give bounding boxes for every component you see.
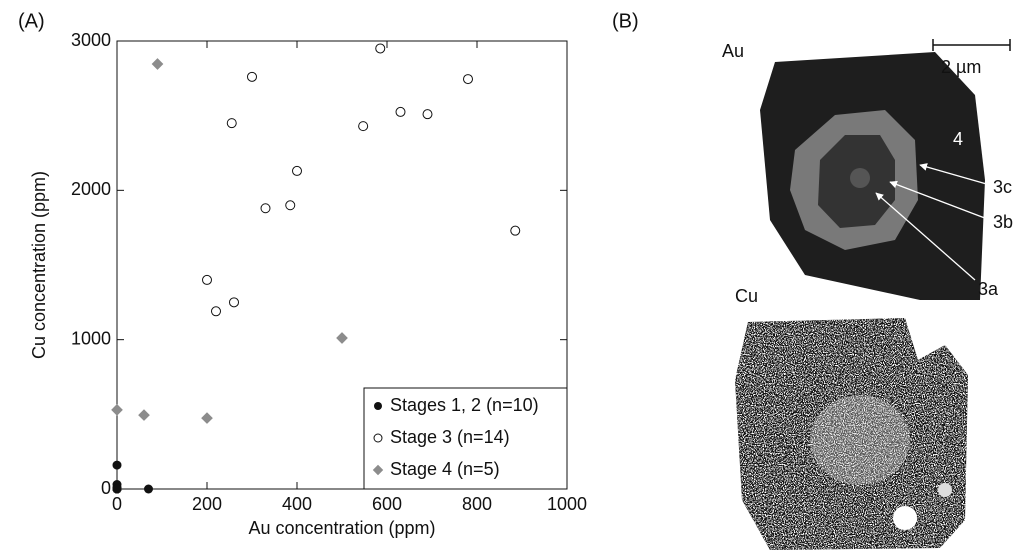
- legend-marker: [374, 402, 382, 410]
- point: [226, 118, 237, 129]
- point: [292, 165, 302, 176]
- x-axis-label: Au concentration (ppm): [248, 518, 435, 538]
- point: [144, 484, 153, 494]
- panel-label: (A): [18, 10, 45, 32]
- zone-label: 4: [953, 129, 963, 149]
- point: [229, 297, 239, 308]
- x-tick-label: 200: [192, 494, 222, 514]
- point: [336, 332, 348, 344]
- au-map: [760, 52, 985, 300]
- x-tick-label: 800: [462, 494, 492, 514]
- scatter-plot: 0 200 400 600 800 1000 0 1000 2000 3000 Au concent…: [29, 30, 587, 538]
- point: [463, 74, 473, 85]
- y-axis-label: Cu concentration (ppm): [29, 171, 49, 359]
- point: [211, 306, 221, 317]
- point: [112, 484, 122, 494]
- scale-bar-label: 2 µm: [941, 57, 981, 77]
- y-tick-label: 3000: [71, 30, 111, 50]
- zone-label: 3b: [993, 212, 1013, 232]
- x-tick-label: 400: [282, 494, 312, 514]
- y-tick-label: 2000: [71, 179, 111, 199]
- point: [510, 225, 521, 236]
- map-label: Cu: [735, 286, 758, 306]
- point: [151, 58, 164, 70]
- x-tick-label: 1000: [547, 494, 587, 514]
- legend-label: Stage 3 (n=14): [390, 427, 510, 447]
- cu-map: [735, 318, 968, 550]
- point: [285, 200, 296, 211]
- point: [201, 412, 213, 424]
- legend-marker: [373, 433, 383, 443]
- point: [375, 43, 386, 54]
- point: [422, 109, 433, 120]
- scale-bar: [932, 39, 1011, 51]
- panel-label: (B): [612, 10, 639, 32]
- x-tick-label: 0: [112, 494, 122, 514]
- point: [138, 409, 150, 421]
- legend-box: [363, 387, 568, 490]
- point: [260, 203, 271, 214]
- point: [395, 106, 406, 117]
- point: [202, 274, 212, 285]
- point: [112, 460, 122, 470]
- zone-label: 3a: [978, 279, 999, 299]
- point: [358, 121, 369, 132]
- legend-label: Stages 1, 2 (n=10): [390, 395, 539, 415]
- x-tick-label: 600: [372, 494, 402, 514]
- legend-label: Stage 4 (n=5): [390, 459, 500, 479]
- point: [247, 71, 257, 82]
- y-tick-label: 1000: [71, 328, 111, 348]
- zone-arrows: [875, 163, 991, 281]
- plot-frame: [116, 40, 568, 490]
- point: [111, 404, 123, 416]
- legend-marker: [372, 464, 384, 476]
- y-tick-label: 0: [101, 478, 111, 498]
- zone-label: 3c: [993, 177, 1012, 197]
- map-label: Au: [722, 41, 744, 61]
